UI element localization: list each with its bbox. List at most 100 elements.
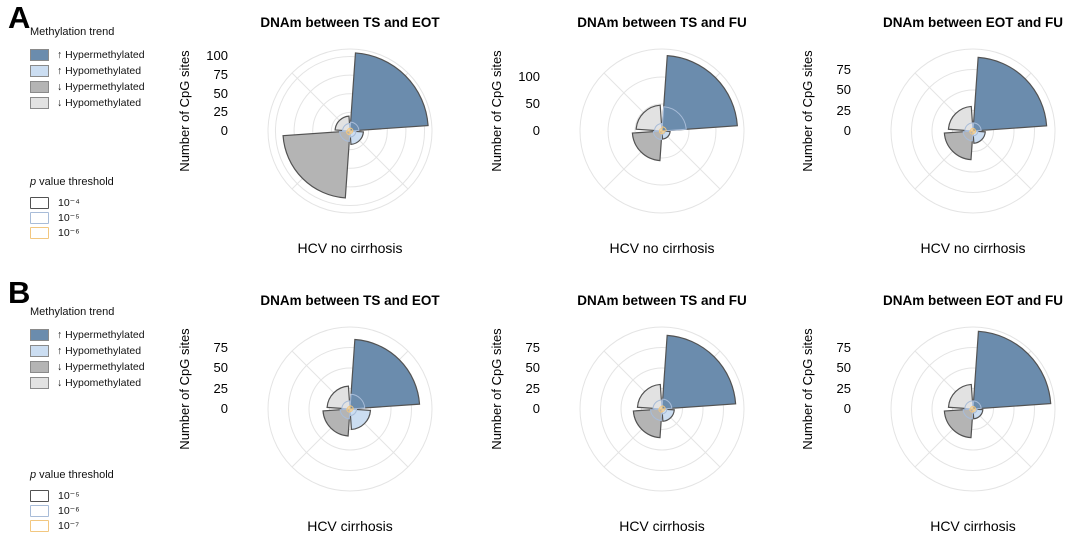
hypermethylated-down-swatch	[30, 361, 49, 373]
chart-title: DNAm between TS and FU	[577, 293, 747, 308]
legend-title: Methylation trend	[30, 26, 115, 38]
grid-ring	[641, 388, 683, 430]
pvalue-title-rest: value threshold	[36, 176, 114, 188]
grid-ring	[293, 74, 407, 188]
pvalue-item-label: 10⁻⁷	[58, 519, 80, 532]
y-axis-tick: 75	[213, 339, 228, 355]
wedge-bottom-left-threshold-3	[345, 130, 351, 136]
y-axis-tick: 25	[213, 104, 228, 120]
pvalue-item-label: 10⁻⁵	[58, 489, 80, 502]
chart-subtitle: HCV cirrhosis	[307, 518, 393, 534]
wedge-bottom-left-threshold-1	[631, 130, 663, 162]
y-axis-tick: 100	[206, 48, 228, 64]
grid-ring	[890, 48, 1056, 214]
rose-chart-a3: DNAm between EOT and FU Number of CpG si…	[800, 15, 1068, 256]
pvalue-swatch-3	[30, 519, 49, 532]
wedge-top-left-threshold-3	[969, 127, 974, 132]
grid-ring	[267, 326, 433, 492]
polar-plot	[267, 326, 433, 492]
legend-item: ↓ Hypomethylated	[30, 95, 145, 111]
pvalue-title-rest: value threshold	[36, 469, 114, 481]
rose-chart-b3: DNAm between EOT and FU Number of CpG si…	[800, 293, 1068, 534]
y-axis-tick: 0	[220, 123, 228, 138]
wedge-top-right-threshold-1	[972, 330, 1052, 410]
y-axis-tick: 25	[213, 380, 228, 396]
legend-item-label: ↓ Hypomethylated	[57, 377, 142, 389]
wedge-top-right-threshold-1	[349, 338, 421, 410]
pvalue-item: 10⁻⁵	[30, 210, 114, 225]
grid-ring	[952, 388, 994, 430]
legend-methylation-a: Methylation trend ↑ Hypermethylated ↑ Hy…	[30, 26, 145, 111]
y-axis-tick: 75	[836, 339, 851, 355]
pvalue-swatch-3	[30, 226, 49, 239]
y-axis-tick: 0	[843, 401, 851, 416]
y-axis-tick: 75	[836, 61, 851, 77]
chart-title: DNAm between EOT and FU	[882, 293, 1063, 308]
grid-ring	[607, 76, 717, 186]
legend-item: ↓ Hypermethylated	[30, 359, 145, 375]
legend-methylation-b: Methylation trend ↑ Hypermethylated ↑ Hy…	[30, 306, 145, 391]
polar-plot	[267, 48, 433, 214]
legend-item-label: ↓ Hypomethylated	[57, 97, 142, 109]
hypermethylated-up-swatch	[30, 329, 49, 341]
grid-ring	[931, 89, 1015, 173]
wedge-bottom-left-threshold-3	[969, 408, 974, 413]
polar-plot	[890, 326, 1056, 492]
polar-plot	[579, 326, 745, 492]
legend-item: ↑ Hypermethylated	[30, 47, 145, 63]
pvalue-item: 10⁻⁷	[30, 518, 114, 533]
legend-item-label: ↓ Hypermethylated	[57, 81, 145, 93]
chart-subtitle: HCV no cirrhosis	[609, 240, 715, 256]
wedge-top-right-threshold-3	[661, 126, 667, 132]
legend-item: ↓ Hypermethylated	[30, 79, 145, 95]
wedge-top-left-threshold-3	[969, 405, 974, 410]
y-axis-tick: 75	[525, 339, 540, 355]
chart-subtitle: HCV cirrhosis	[619, 518, 705, 534]
hypomethylated-down-swatch	[30, 377, 49, 389]
grid-ring	[600, 347, 724, 471]
pvalue-item-label: 10⁻⁶	[58, 226, 80, 239]
polar-plot	[579, 48, 745, 214]
y-axis-tick: 50	[213, 85, 228, 101]
y-axis-tick: 75	[213, 67, 228, 83]
chart-subtitle: HCV no cirrhosis	[297, 240, 403, 256]
y-axis-tick: 50	[836, 82, 851, 97]
p-italic: p	[30, 176, 37, 188]
grid-ring	[308, 367, 392, 451]
legend-item: ↓ Hypomethylated	[30, 375, 145, 391]
grid-ring	[288, 347, 412, 471]
wedge-top-left-threshold-1	[635, 104, 663, 132]
wedge-top-left-threshold-3	[346, 405, 351, 410]
wedge-top-right-threshold-1	[661, 55, 738, 132]
y-axis-tick: 50	[836, 360, 851, 375]
rose-chart-a1: DNAm between TS and EOT Number of CpG si…	[177, 15, 445, 256]
wedge-top-right-threshold-2	[661, 106, 687, 132]
chart-title: DNAm between TS and FU	[577, 15, 747, 30]
panel-b-label: B	[8, 275, 31, 310]
grid-ring	[330, 111, 370, 151]
grid-ring	[267, 48, 433, 214]
chart-title: DNAm between EOT and FU	[882, 15, 1063, 30]
y-axis-tick: 25	[525, 380, 540, 396]
rose-chart-a2: DNAm between TS and FU Number of CpG sit…	[489, 15, 757, 256]
grid-ring	[911, 347, 1035, 471]
wedge-top-right-threshold-2	[349, 393, 366, 410]
chart-title: DNAm between TS and EOT	[260, 15, 440, 30]
wedge-top-right-threshold-3	[661, 405, 666, 410]
rose-chart-b2: DNAm between TS and FU Number of CpG sit…	[489, 293, 757, 534]
grid-ring	[890, 326, 1056, 492]
wedge-top-left-threshold-3	[658, 405, 663, 410]
hypomethylated-down-swatch	[30, 97, 49, 109]
wedge-bottom-left-threshold-3	[969, 130, 974, 135]
y-axis-tick: 50	[525, 360, 540, 375]
legend-item: ↑ Hypomethylated	[30, 343, 145, 359]
grid-ring	[911, 69, 1035, 193]
p-italic: p	[30, 469, 37, 481]
grid-ring	[312, 93, 388, 169]
hypomethylated-up-swatch	[30, 65, 49, 77]
hypermethylated-down-swatch	[30, 81, 49, 93]
pvalue-swatch-1	[30, 196, 49, 209]
y-axis-tick: 25	[836, 102, 851, 118]
legend-title: p value threshold	[30, 176, 114, 188]
